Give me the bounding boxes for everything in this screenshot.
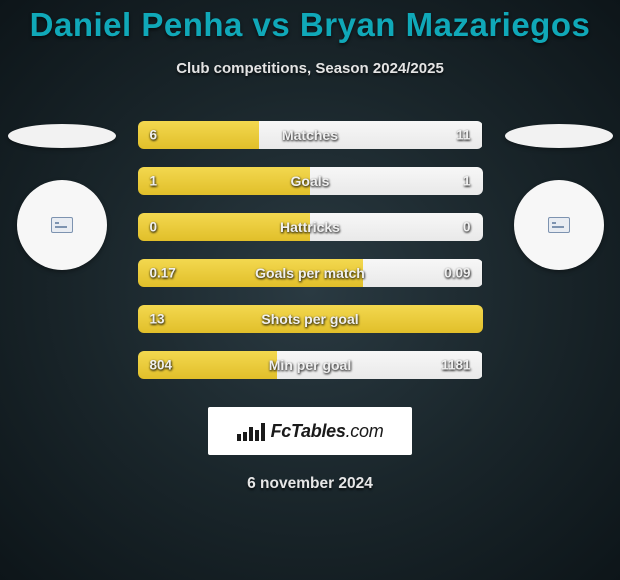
stat-bar: Matches 6 11: [138, 121, 483, 149]
stat-value-right: 0: [463, 220, 471, 235]
player-avatar-right: [514, 180, 604, 270]
stat-bar-left-segment: [138, 167, 311, 195]
logo-brand: FcTables: [271, 421, 346, 441]
stat-label: Matches: [282, 127, 338, 143]
stat-bar: Goals per match 0.17 0.09: [138, 259, 483, 287]
logo-bar-icon: [255, 430, 259, 441]
stat-value-left: 0: [150, 220, 158, 235]
stat-bar: Goals 1 1: [138, 167, 483, 195]
stat-value-right: 1: [463, 174, 471, 189]
player-left-column: [4, 124, 119, 270]
stat-label: Min per goal: [269, 357, 351, 373]
stat-bar-right-segment: [310, 167, 483, 195]
stat-bar: Shots per goal 13: [138, 305, 483, 333]
stat-label: Goals per match: [255, 265, 365, 281]
logo-bar-icon: [249, 427, 253, 441]
stat-value-left: 804: [150, 358, 173, 373]
stat-label: Hattricks: [280, 219, 340, 235]
club-badge-placeholder-right: [505, 124, 613, 148]
avatar-placeholder-icon: [548, 217, 570, 233]
content-region: Daniel Penha vs Bryan Mazariegos Club co…: [0, 0, 620, 580]
stat-value-left: 6: [150, 128, 158, 143]
logo-text: FcTables.com: [271, 421, 384, 442]
date-label: 6 november 2024: [0, 475, 620, 493]
logo-domain: .com: [346, 421, 384, 441]
stat-value-right: 0.09: [444, 266, 470, 281]
stat-value-right: 11: [456, 128, 470, 143]
stat-value-left: 13: [150, 312, 165, 327]
player-avatar-left: [17, 180, 107, 270]
logo-bar-icon: [237, 434, 241, 441]
stat-bar: Hattricks 0 0: [138, 213, 483, 241]
logo-bar-icon: [261, 423, 265, 441]
avatar-placeholder-icon: [51, 217, 73, 233]
fctables-logo[interactable]: FcTables.com: [208, 407, 412, 455]
stat-value-right: 1181: [441, 358, 470, 373]
stat-bar: Min per goal 804 1181: [138, 351, 483, 379]
subtitle: Club competitions, Season 2024/2025: [0, 60, 620, 77]
player-right-column: [501, 124, 616, 270]
stat-bars: Matches611Goals11Hattricks00Goals per ma…: [138, 121, 483, 379]
stat-label: Goals: [291, 173, 330, 189]
stat-label: Shots per goal: [261, 311, 358, 327]
page-title: Daniel Penha vs Bryan Mazariegos: [0, 6, 620, 44]
logo-bars-icon: [237, 421, 265, 441]
logo-bar-icon: [243, 432, 247, 441]
club-badge-placeholder-left: [8, 124, 116, 148]
stat-value-left: 1: [150, 174, 158, 189]
stat-value-left: 0.17: [150, 266, 176, 281]
